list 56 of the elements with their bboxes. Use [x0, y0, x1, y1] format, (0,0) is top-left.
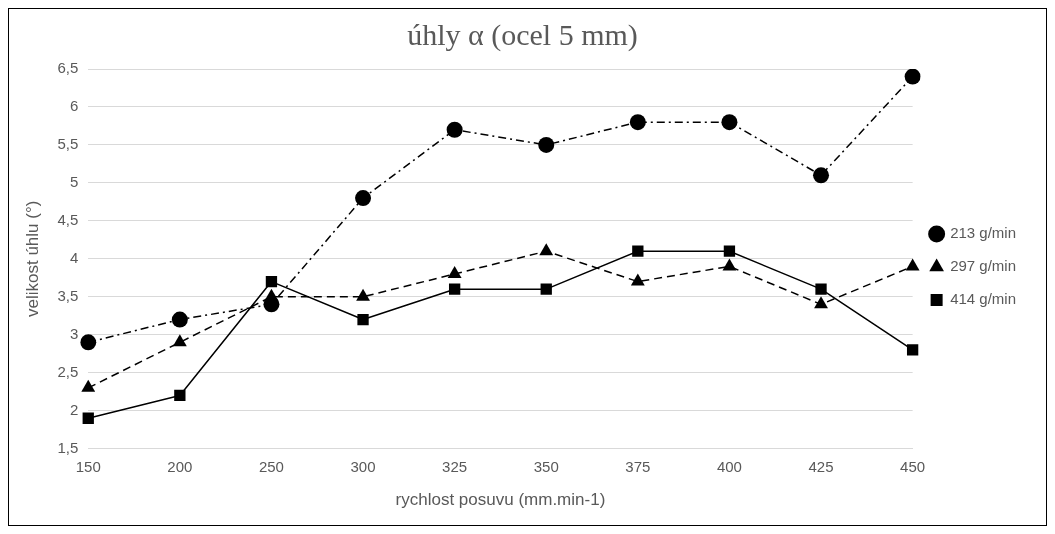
x-tick-label: 250: [258, 457, 284, 475]
x-tick-label: 150: [75, 457, 101, 475]
point: [264, 288, 279, 301]
y-tick-label: 5: [69, 173, 79, 191]
point: [904, 69, 921, 85]
legend-label: 297 g/min: [950, 257, 1016, 275]
y-tick-label: 6: [69, 97, 79, 115]
point: [80, 334, 97, 351]
point: [448, 283, 461, 295]
y-tick-label: 6,5: [57, 59, 79, 77]
y-tick-label: 1,5: [57, 438, 79, 456]
point: [446, 121, 463, 138]
y-axis-title: velikost úhlu (°): [22, 200, 42, 317]
x-tick-label: 200: [167, 457, 193, 475]
point: [906, 344, 919, 356]
point: [357, 313, 369, 326]
point: [723, 245, 736, 257]
point: [630, 273, 645, 286]
point: [539, 243, 554, 256]
y-tick-label: 4: [69, 248, 79, 266]
y-tick-label: 5,5: [57, 135, 79, 153]
point: [171, 311, 188, 328]
point: [815, 283, 827, 295]
y-tick-label: 4,5: [57, 210, 79, 228]
point: [632, 245, 644, 257]
point: [540, 283, 552, 295]
y-tick-label: 2: [69, 400, 79, 418]
point: [814, 296, 828, 309]
chart-title: úhly α (ocel 5 mm): [407, 17, 638, 52]
point: [905, 258, 920, 271]
x-tick-label: 450: [900, 457, 926, 475]
y-tick-label: 3: [69, 324, 79, 342]
point: [265, 275, 278, 288]
point: [813, 167, 830, 184]
point: [721, 114, 738, 131]
x-tick-label: 375: [625, 457, 651, 475]
x-tick-label: 350: [533, 457, 559, 475]
x-tick-label: 400: [716, 457, 742, 475]
point: [174, 389, 186, 402]
y-tick-label: 3,5: [57, 286, 79, 304]
legend-label: 213 g/min: [950, 224, 1016, 242]
x-tick-label: 425: [808, 457, 834, 475]
point: [356, 288, 370, 301]
legend-label: 414 g/min: [950, 290, 1016, 308]
point: [722, 258, 737, 271]
point: [538, 136, 555, 153]
point: [172, 334, 187, 347]
point: [355, 190, 372, 207]
x-axis-title: rychlost posuvu (mm.min-1): [395, 490, 606, 510]
point: [629, 114, 646, 131]
y-tick-label: 2,5: [57, 362, 79, 380]
point: [447, 265, 462, 278]
point: [81, 379, 96, 392]
x-tick-label: 325: [442, 457, 468, 475]
point: [82, 412, 94, 424]
x-tick-label: 300: [350, 457, 376, 475]
